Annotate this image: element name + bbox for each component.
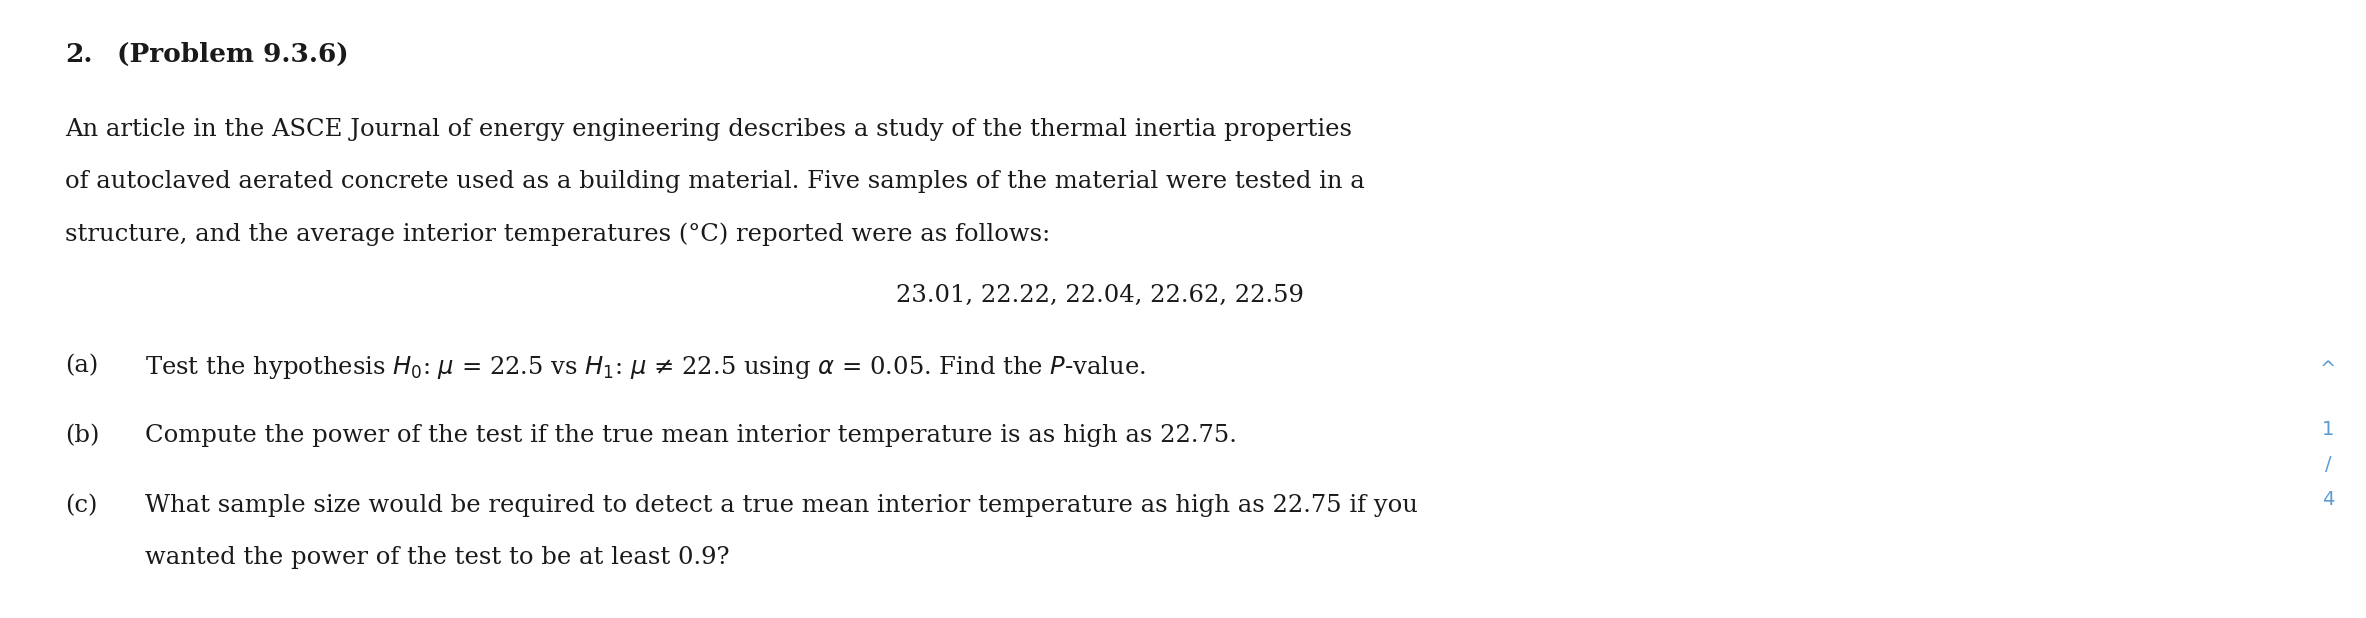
Text: (a): (a): [64, 354, 99, 377]
Text: Test the hypothesis $H_0$: $\mu$ = 22.5 vs $H_1$: $\mu$ ≠ 22.5 using $\alpha$ = : Test the hypothesis $H_0$: $\mu$ = 22.5 …: [144, 354, 1145, 381]
Text: of autoclaved aerated concrete used as a building material. Five samples of the : of autoclaved aerated concrete used as a…: [64, 170, 1365, 193]
Text: (b): (b): [64, 424, 99, 447]
Text: 2.: 2.: [64, 42, 92, 67]
Text: An article in the ASCE Journal of energy engineering describes a study of the th: An article in the ASCE Journal of energy…: [64, 118, 1351, 141]
Text: 1: 1: [2321, 420, 2335, 439]
Text: What sample size would be required to detect a true mean interior temperature as: What sample size would be required to de…: [144, 494, 1417, 517]
Text: wanted the power of the test to be at least 0.9?: wanted the power of the test to be at le…: [144, 546, 729, 569]
Text: (c): (c): [64, 494, 97, 517]
Text: structure, and the average interior temperatures (°C) reported were as follows:: structure, and the average interior temp…: [64, 222, 1051, 245]
Text: 4: 4: [2321, 490, 2335, 509]
Text: ^: ^: [2319, 360, 2335, 379]
Text: Compute the power of the test if the true mean interior temperature is as high a: Compute the power of the test if the tru…: [144, 424, 1237, 447]
Text: /: /: [2326, 455, 2331, 474]
Text: (Problem 9.3.6): (Problem 9.3.6): [116, 42, 348, 67]
Text: 23.01, 22.22, 22.04, 22.62, 22.59: 23.01, 22.22, 22.04, 22.62, 22.59: [897, 284, 1304, 307]
